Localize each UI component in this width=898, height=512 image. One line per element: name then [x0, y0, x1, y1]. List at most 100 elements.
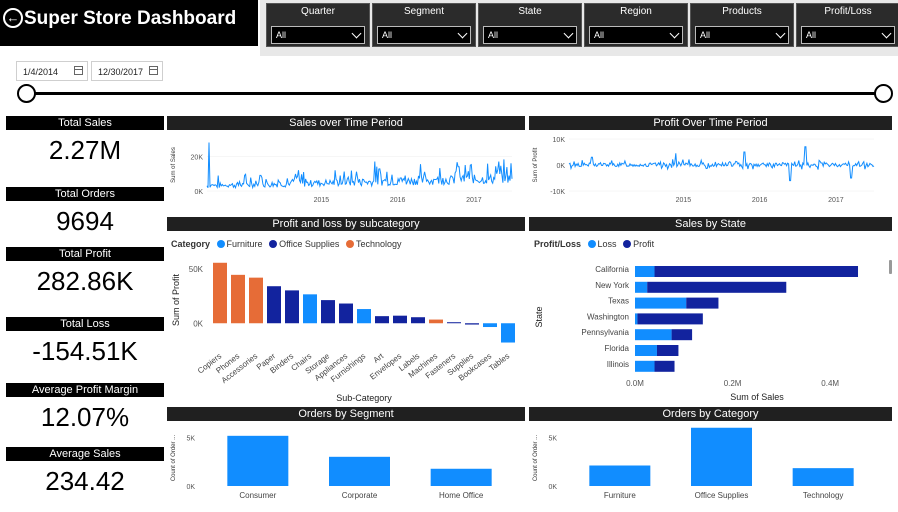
bar-texas-loss [635, 297, 687, 309]
kpi-total-sales-label: Total Sales [6, 116, 164, 130]
calendar-icon[interactable] [74, 66, 83, 75]
date-slider-end-handle[interactable] [874, 84, 893, 103]
start-date-input[interactable]: 1/4/2014 [16, 61, 88, 81]
x-axis-label: Sub-Category [336, 393, 392, 403]
series-line [568, 146, 875, 182]
x-tick-label: 2015 [314, 197, 330, 204]
bar-binders [285, 290, 299, 324]
profit-over-time-chart[interactable]: Sum of Profit 10K 0K -10K 2015 2016 2017 [529, 131, 892, 206]
chevron-down-icon [669, 28, 680, 39]
chevron-down-icon [351, 28, 362, 39]
bar-chairs [303, 294, 317, 324]
orders-by-segment-chart[interactable]: Count of Order ... 5K 0K Consumer Corporate H… [167, 422, 525, 510]
y-axis-label: Sum of Profit [171, 273, 181, 326]
bar-washington-loss [635, 313, 638, 325]
kpi-avg-profit-margin-label: Average Profit Margin [6, 383, 164, 397]
legend-profit[interactable]: Profit [633, 239, 655, 249]
x-tick-label: 2017 [466, 197, 482, 204]
legend-office-supplies[interactable]: Office Supplies [279, 239, 340, 249]
slicer-quarter: Quarter All [266, 3, 370, 47]
sales-over-time-chart[interactable]: Sum of Sales 20K 0K 2015 2016 2017 [167, 131, 525, 206]
dashboard-title: Super Store Dashboard [24, 8, 237, 29]
legend-furniture[interactable]: Furniture [226, 239, 263, 249]
profit-loss-dropdown[interactable]: All [801, 26, 895, 44]
kpi-avg-sales-value: 234.42 [45, 466, 125, 496]
bar-fasteners [447, 322, 461, 324]
x-tick-label: 0.2M [724, 379, 742, 388]
y-tick-label: 0K [186, 484, 195, 491]
segment-dropdown[interactable]: All [377, 26, 471, 44]
chevron-down-icon [775, 28, 786, 39]
calendar-icon[interactable] [149, 66, 158, 75]
kpi-total-profit-label: Total Profit [6, 247, 164, 261]
dropdown-value: All [276, 30, 287, 40]
quarter-dropdown[interactable]: All [271, 26, 365, 44]
legend-dot-icon [216, 240, 225, 248]
x-tick-label: Office Supplies [695, 491, 749, 500]
slicer-bar: Quarter All Segment All State All Region… [260, 0, 898, 56]
category-title: Orders by Category [529, 407, 892, 421]
y-tick-label: 20K [191, 154, 204, 161]
x-tick-label: 2017 [828, 197, 844, 204]
dropdown-value: All [700, 30, 711, 40]
y-axis-label: Sum of Profit [533, 147, 539, 182]
end-date-input[interactable]: 12/30/2017 [91, 61, 163, 81]
kpi-total-loss-value: -154.51K [32, 336, 138, 366]
bar-copiers [213, 262, 227, 324]
legend-dot-icon [623, 240, 632, 248]
legend-title: Profit/Loss [534, 239, 582, 249]
legend-dot-icon [269, 240, 278, 248]
bar-california-profit [654, 266, 859, 277]
state-dropdown[interactable]: All [483, 26, 577, 44]
kpi-total-loss-label: Total Loss [6, 317, 164, 331]
bar-technology [792, 468, 854, 486]
sales-by-state-chart[interactable]: State California New York Texas Washington Pe… [529, 250, 892, 405]
slicer-label: State [518, 6, 542, 17]
x-tick-label: Consumer [239, 491, 276, 500]
start-date-value: 1/4/2014 [23, 67, 59, 77]
slicer-profit-loss: Profit/Loss All [796, 3, 898, 47]
bar-furniture [589, 465, 651, 486]
bar-accessories [249, 277, 263, 324]
y-tick-label: 0K [193, 319, 203, 328]
y-tick-label: 50K [189, 265, 204, 274]
date-slider-start-handle[interactable] [17, 84, 36, 103]
date-slider-track[interactable] [26, 92, 883, 95]
state-title: Sales by State [529, 217, 892, 231]
subcategory-legend: Category Furniture Office Supplies Techn… [171, 239, 402, 249]
x-tick-label: Corporate [342, 491, 378, 500]
slicer-label: Region [620, 6, 652, 17]
y-axis-label: State [534, 306, 544, 327]
y-tick-label: Washington [587, 312, 629, 321]
y-tick-label: -10K [550, 189, 565, 196]
kpi-avg-sales-label: Average Sales [6, 447, 164, 461]
bar-labels [411, 317, 425, 324]
region-dropdown[interactable]: All [589, 26, 683, 44]
y-tick-label: New York [595, 281, 630, 290]
chevron-down-icon [457, 28, 468, 39]
x-tick-label: Furniture [604, 491, 637, 500]
products-dropdown[interactable]: All [695, 26, 789, 44]
bar-corporate [329, 456, 390, 486]
x-tick-label: Home Office [439, 491, 484, 500]
x-axis-label: Sum of Sales [730, 392, 784, 402]
series-line [206, 142, 513, 190]
bar-home-office [430, 468, 492, 486]
end-date-value: 12/30/2017 [98, 67, 144, 77]
y-tick-label: 0K [194, 189, 203, 196]
orders-by-category-chart[interactable]: Count of Order ... 5K 0K Furniture Office Su… [529, 422, 892, 510]
legend-technology[interactable]: Technology [355, 239, 402, 249]
x-tick-label: 2016 [390, 197, 406, 204]
arrow-left-circle-icon[interactable]: ← [3, 8, 23, 28]
chevron-down-icon [881, 28, 892, 39]
y-tick-label: 0K [556, 163, 565, 170]
legend-loss[interactable]: Loss [597, 239, 617, 249]
y-tick-label: Illinois [607, 360, 629, 369]
segment-title: Orders by Segment [167, 407, 525, 421]
slicer-state: State All [478, 3, 582, 47]
kpi-total-sales-value: 2.27M [48, 135, 122, 165]
bar-texas-profit [686, 297, 719, 309]
profit-loss-subcategory-chart[interactable]: Sum of Profit50K0KCopiersPhonesAccessori… [167, 250, 525, 405]
bar-bookcases [483, 323, 497, 328]
y-tick-label: Texas [608, 297, 629, 306]
